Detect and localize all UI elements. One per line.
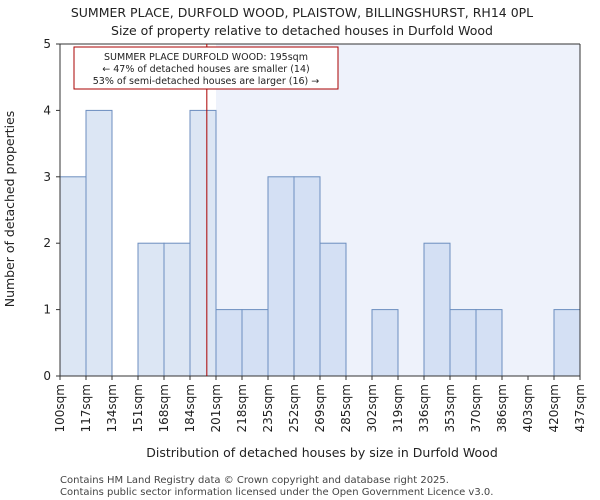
- chart-title: SUMMER PLACE, DURFOLD WOOD, PLAISTOW, BI…: [71, 5, 533, 20]
- x-tick-label-12: 302sqm: [365, 384, 379, 432]
- x-tick-label-20: 437sqm: [573, 384, 587, 432]
- x-tick-label-7: 218sqm: [235, 384, 249, 432]
- x-tick-label-1: 117sqm: [79, 384, 93, 432]
- bar-8: [267, 176, 295, 377]
- annotation-border: [73, 46, 339, 90]
- x-tick-label-2: 134sqm: [105, 384, 119, 432]
- x-tick-label-0: 100sqm: [53, 384, 67, 432]
- bar-16: [475, 309, 503, 377]
- bar-1: [85, 109, 113, 377]
- y-axis-label: Number of detached properties: [2, 111, 17, 308]
- x-tick-label-14: 336sqm: [417, 384, 431, 432]
- footer-line-2: Contains public sector information licen…: [60, 487, 493, 498]
- x-tick-label-10: 269sqm: [313, 384, 327, 432]
- x-tick-label-6: 201sqm: [209, 384, 223, 432]
- bar-12: [371, 309, 399, 377]
- bar-5: [189, 109, 217, 377]
- y-tick-label-3: 3: [43, 170, 51, 184]
- x-tick-label-16: 370sqm: [469, 384, 483, 432]
- annotation-box: SUMMER PLACE DURFOLD WOOD: 195sqm ← 47% …: [73, 46, 339, 90]
- y-tick-label-4: 4: [43, 103, 51, 117]
- bar-4: [163, 242, 191, 377]
- x-tick-label-5: 184sqm: [183, 384, 197, 432]
- x-axis-label: Distribution of detached houses by size …: [146, 445, 498, 460]
- x-tick-label-9: 252sqm: [287, 384, 301, 432]
- x-tick-label-8: 235sqm: [261, 384, 275, 432]
- bar-10: [319, 242, 347, 377]
- bar-9: [293, 176, 321, 377]
- x-tick-label-3: 151sqm: [131, 384, 145, 432]
- chart-subtitle: Size of property relative to detached ho…: [111, 23, 493, 38]
- y-tick-label-1: 1: [43, 303, 51, 317]
- x-tick-label-4: 168sqm: [157, 384, 171, 432]
- bar-14: [423, 242, 451, 377]
- y-tick-label-2: 2: [43, 236, 51, 250]
- x-tick-label-17: 386sqm: [495, 384, 509, 432]
- y-tick-label-5: 5: [43, 37, 51, 51]
- annotation-line-3: 53% of semi-detached houses are larger (…: [93, 76, 320, 87]
- bar-3: [137, 242, 165, 377]
- bar-15: [449, 309, 477, 377]
- bar-7: [241, 309, 269, 377]
- y-tick-label-0: 0: [43, 369, 51, 383]
- plot-area: 0 1 2 3 4 5 100sqm 117sqm 134sqm 151sqm 168sqm 184s…: [43, 37, 587, 432]
- footer-line-1: Contains HM Land Registry data © Crown c…: [60, 475, 449, 486]
- x-tick-label-13: 319sqm: [391, 384, 405, 432]
- bar-0: [59, 176, 87, 377]
- annotation-line-1: SUMMER PLACE DURFOLD WOOD: 195sqm: [104, 52, 308, 63]
- x-tick-label-19: 420sqm: [547, 384, 561, 432]
- bar-19: [553, 309, 581, 377]
- annotation-line-2: ← 47% of detached houses are smaller (14…: [102, 64, 309, 75]
- x-tick-label-11: 285sqm: [339, 384, 353, 432]
- x-tick-label-18: 403sqm: [521, 384, 535, 432]
- x-tick-label-15: 353sqm: [443, 384, 457, 432]
- bar-6: [215, 309, 243, 377]
